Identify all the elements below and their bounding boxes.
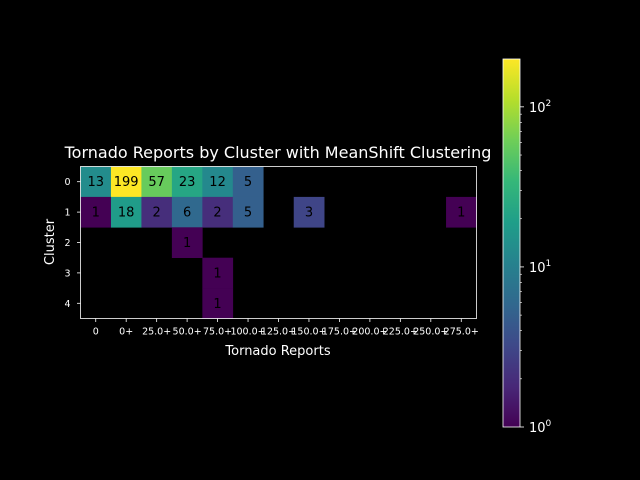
- heatmap-cell: [110, 166, 142, 198]
- x-tick-label: 250.0+: [413, 327, 448, 338]
- colorbar-tick-label: 100: [529, 419, 552, 436]
- cell-value-label: 199: [114, 175, 139, 190]
- y-tick-label: 1: [64, 208, 70, 219]
- heatmap-cell: [110, 196, 142, 228]
- x-tick-label: 225.0+: [383, 327, 418, 338]
- cell-value-label: 2: [213, 206, 221, 221]
- heatmap-cell: [80, 166, 112, 198]
- heatmap-cell: [232, 166, 264, 198]
- cell-value-label: 57: [148, 175, 165, 190]
- cell-value-label: 1: [213, 266, 221, 281]
- y-tick-label: 4: [64, 299, 70, 310]
- x-tick-label: 0+: [119, 327, 133, 338]
- y-tick-label: 2: [64, 238, 70, 249]
- heatmap-cell: [141, 166, 173, 198]
- cell-value-label: 13: [87, 175, 104, 190]
- x-tick-label: 100.0+: [230, 327, 265, 338]
- heatmap-cell: [202, 288, 234, 319]
- x-axis-label: Tornado Reports: [224, 344, 330, 359]
- cell-value-label: 5: [244, 175, 252, 190]
- x-tick-label: 275.0+: [444, 327, 479, 338]
- x-tick-label: 150.0+: [291, 327, 326, 338]
- heatmap-cell: [232, 196, 264, 228]
- colorbar: [502, 58, 521, 428]
- heatmap-cell: [171, 196, 203, 228]
- heatmap-cell: [171, 166, 203, 198]
- heatmap-cell: [202, 257, 234, 289]
- heatmap-cells: 13 199 57 23 12 5 1 18 2 6 2 5 3 1 1 1 1: [80, 166, 477, 319]
- x-tick-label: 50.0+: [173, 327, 202, 338]
- colorbar-ticks: 100 101 102: [520, 99, 552, 436]
- cell-value-label: 5: [244, 206, 252, 221]
- cell-value-label: 1: [457, 206, 465, 221]
- cell-value-label: 1: [213, 297, 221, 312]
- chart-title: Tornado Reports by Cluster with MeanShif…: [64, 143, 492, 162]
- cell-value-label: 1: [183, 236, 191, 251]
- cell-value-label: 2: [153, 206, 161, 221]
- heatmap-cell: [446, 196, 477, 228]
- cell-value-label: 12: [209, 175, 226, 190]
- x-tick-label: 200.0+: [352, 327, 387, 338]
- x-tick-label: 175.0+: [322, 327, 357, 338]
- y-axis-label: Cluster: [43, 218, 58, 265]
- cell-value-label: 18: [118, 206, 135, 221]
- x-tick-label: 25.0+: [142, 327, 171, 338]
- cell-value-label: 23: [179, 175, 196, 190]
- heatmap-cell: [293, 196, 325, 228]
- colorbar-tick-label: 102: [529, 99, 551, 116]
- heatmap-cell: [80, 196, 112, 228]
- heatmap-cell: [141, 196, 173, 228]
- x-tick-label: 0: [93, 327, 99, 338]
- x-tick-label: 125.0+: [261, 327, 296, 338]
- heatmap-cell: [171, 227, 203, 258]
- cell-value-label: 1: [92, 206, 100, 221]
- y-axis-ticks: 0 1 2 3 4: [64, 177, 81, 310]
- heatmap-cell: [202, 196, 234, 228]
- y-tick-label: 3: [64, 268, 70, 279]
- cell-value-label: 3: [305, 206, 313, 221]
- heatmap-cell: [202, 166, 234, 198]
- y-tick-label: 0: [64, 177, 70, 188]
- x-axis-ticks: 0 0+ 25.0+ 50.0+ 75.0+100.0+125.0+150.0+175.…: [93, 318, 479, 338]
- cell-value-label: 6: [183, 206, 191, 221]
- colorbar-tick-label: 101: [529, 259, 551, 276]
- x-tick-label: 75.0+: [203, 327, 232, 338]
